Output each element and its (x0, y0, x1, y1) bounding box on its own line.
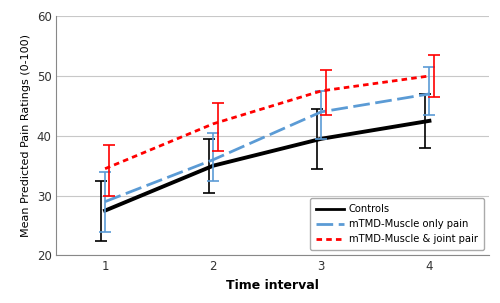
Legend: Controls, mTMD-Muscle only pain, mTMD-Muscle & joint pair: Controls, mTMD-Muscle only pain, mTMD-Mu… (310, 198, 484, 251)
X-axis label: Time interval: Time interval (226, 279, 319, 292)
Y-axis label: Mean Predicted Pain Ratings (0-100): Mean Predicted Pain Ratings (0-100) (21, 34, 31, 237)
